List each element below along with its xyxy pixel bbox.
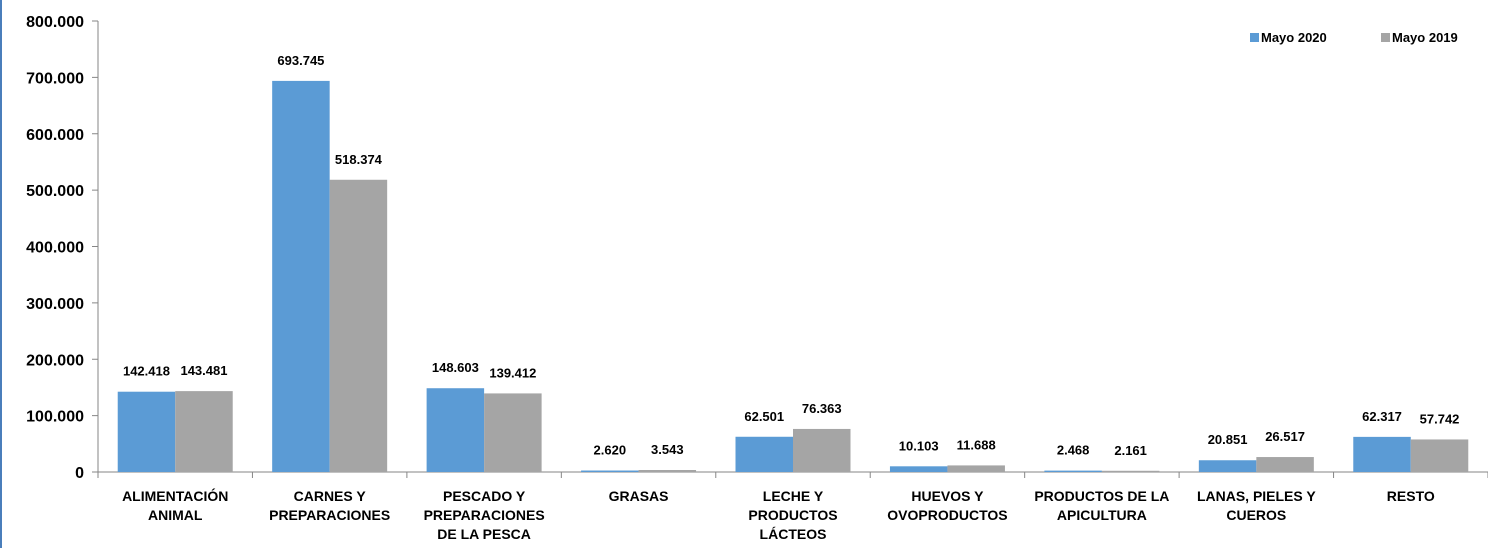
bar <box>1256 457 1314 472</box>
bar <box>329 179 388 472</box>
data-label: 20.851 <box>1208 432 1248 447</box>
bars <box>117 80 1469 473</box>
data-label: 62.317 <box>1362 409 1402 424</box>
bar <box>117 391 176 472</box>
data-label: 3.543 <box>651 442 684 457</box>
x-category-label: ALIMENTACIÓN ANIMAL <box>122 487 228 523</box>
bar <box>581 470 639 472</box>
legend-label: Mayo 2019 <box>1392 30 1458 45</box>
x-category-label: LANAS, PIELES Y CUEROS <box>1197 488 1316 523</box>
x-category-label: GRASAS <box>609 488 669 504</box>
data-label: 143.481 <box>180 363 227 378</box>
bar <box>426 388 485 472</box>
y-tick-label: 700.000 <box>26 70 84 87</box>
x-category-label: PRODUCTOS DE LA APICULTURA <box>1034 488 1169 523</box>
y-tick-label: 0 <box>75 465 84 482</box>
bar <box>272 80 330 473</box>
bar <box>484 393 542 472</box>
data-label: 518.374 <box>335 152 383 167</box>
x-category-label: HUEVOS Y OVOPRODUCTOS <box>887 488 1007 523</box>
data-label: 142.418 <box>123 364 170 379</box>
legend: Mayo 2020 Mayo 2019 <box>1250 30 1458 45</box>
bar <box>793 428 851 472</box>
bar <box>1101 470 1160 472</box>
y-tick-label: 600.000 <box>26 127 84 144</box>
data-label: 2.468 <box>1057 443 1090 458</box>
data-label: 11.688 <box>957 437 996 452</box>
data-label: 139.412 <box>489 365 536 380</box>
bar <box>947 465 1005 472</box>
data-label: 10.103 <box>899 438 939 453</box>
data-label: 148.603 <box>432 360 479 375</box>
x-category-label: LECHE Y PRODUCTOS LÁCTEOS <box>748 488 837 542</box>
x-category-label: PESCADO Y PREPARACIONES DE LA PESCA <box>424 488 545 542</box>
data-label: 693.745 <box>277 53 324 68</box>
legend-label: Mayo 2020 <box>1261 30 1327 45</box>
x-axis: ALIMENTACIÓN ANIMAL CARNES Y PREPARACIONES P… <box>97 471 1488 542</box>
data-label: 2.620 <box>594 443 627 458</box>
bar <box>638 470 697 472</box>
y-tick-label: 300.000 <box>26 296 84 313</box>
y-tick-label: 100.000 <box>26 409 84 426</box>
x-category-label: CARNES Y PREPARACIONES <box>269 488 390 523</box>
y-axis: 0 100.000 200.000 300.000 400.000 500.000 600.… <box>26 14 99 482</box>
y-tick-label: 200.000 <box>26 352 84 369</box>
y-tick-label: 800.000 <box>26 14 84 31</box>
bar <box>735 436 793 472</box>
y-tick-label: 400.000 <box>26 240 84 257</box>
data-label: 57.742 <box>1420 411 1460 426</box>
data-label: 76.363 <box>802 401 842 416</box>
bar <box>1198 460 1257 472</box>
chart-frame-edge <box>0 0 2 548</box>
bar <box>1044 470 1102 472</box>
legend-swatch <box>1381 33 1390 42</box>
bar <box>1410 439 1469 472</box>
y-tick-label: 500.000 <box>26 183 84 200</box>
data-labels: 142.418 693.745 148.603 2.620 62.501 10.103 2.… <box>123 53 1459 458</box>
legend-swatch <box>1250 33 1259 42</box>
bar <box>889 466 948 472</box>
bar <box>1353 436 1411 472</box>
data-label: 62.501 <box>744 409 784 424</box>
data-label: 2.161 <box>1114 443 1147 458</box>
x-category-label: RESTO <box>1387 488 1435 504</box>
bar <box>175 391 233 472</box>
data-label: 26.517 <box>1265 429 1305 444</box>
